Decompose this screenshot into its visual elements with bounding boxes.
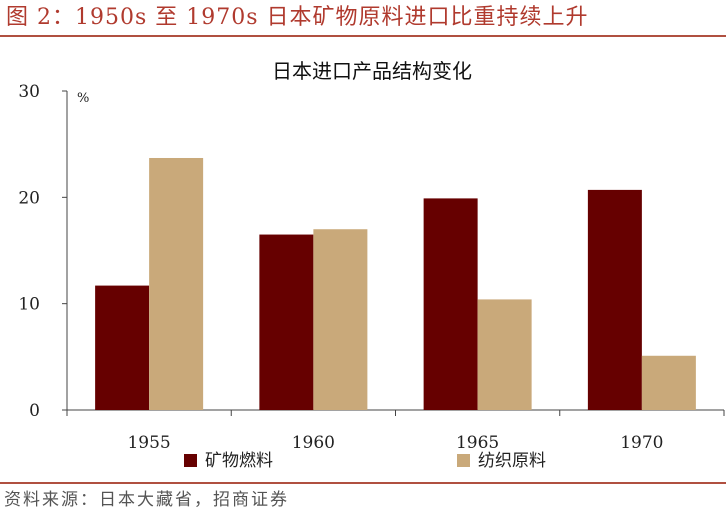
y-tick-label: 20 [18, 188, 40, 208]
bar-mineral-fuel-1965 [423, 198, 478, 410]
bar-textile-raw-1960 [313, 229, 368, 410]
bar-textile-raw-1955 [149, 157, 204, 410]
legend-label: 纺织原料 [478, 451, 546, 471]
x-tick-label: 1965 [456, 433, 499, 453]
chart-area: 日本进口产品结构变化 % 0 10 20 30 1955 1960 1965 1970 矿物… [0, 40, 726, 480]
y-tick-label: 10 [18, 295, 40, 315]
legend: 矿物燃料 纺织原料 [184, 451, 546, 471]
legend-label: 矿物燃料 [205, 451, 273, 471]
figure-label: 图 2：1950s 至 1970s 日本矿物原料进口比重持续上升 [6, 5, 589, 30]
figure-footer: 资料来源：日本大藏省，招商证券 [0, 482, 726, 516]
bar-marks [95, 157, 696, 410]
bar-chart: 日本进口产品结构变化 % 0 10 20 30 1955 1960 1965 1970 矿物… [18, 59, 725, 471]
bar-textile-raw-1970 [641, 355, 696, 410]
y-axis: 0 10 20 30 [18, 82, 68, 421]
y-tick-label: 30 [18, 82, 40, 102]
bar-textile-raw-1965 [477, 299, 532, 410]
bar-mineral-fuel-1960 [259, 234, 314, 410]
chart-title: 日本进口产品结构变化 [272, 59, 472, 83]
x-tick-label: 1955 [127, 433, 170, 453]
legend-swatch [184, 454, 197, 467]
legend-swatch [457, 454, 470, 467]
x-axis: 1955 1960 1965 1970 [66, 409, 725, 453]
y-axis-unit: % [77, 91, 89, 106]
x-tick-label: 1970 [620, 433, 663, 453]
figure-header: 图 2：1950s 至 1970s 日本矿物原料进口比重持续上升 [0, 0, 726, 37]
bar-mineral-fuel-1955 [95, 285, 150, 410]
bar-mineral-fuel-1970 [587, 189, 642, 410]
x-tick-label: 1960 [292, 433, 335, 453]
y-tick-label: 0 [29, 401, 40, 421]
source-note: 资料来源：日本大藏省，招商证券 [4, 490, 289, 510]
